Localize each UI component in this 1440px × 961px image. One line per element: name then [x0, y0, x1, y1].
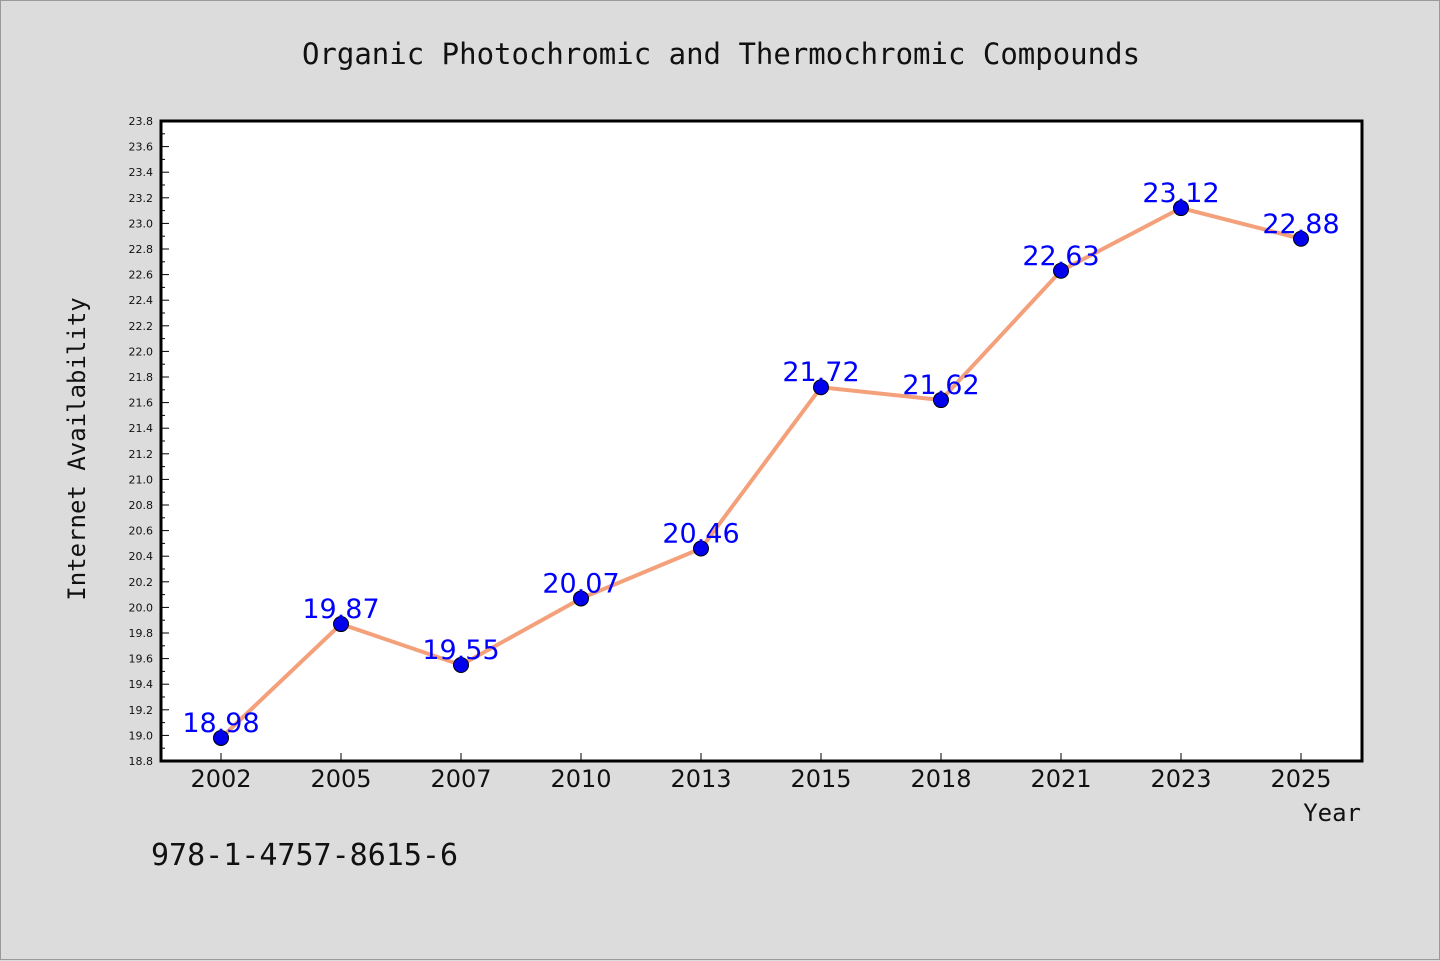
- y-axis: 18.8 19.0 19.2 19.4 19.6 19.8 20.0 20.2 20.4 20.6…: [129, 115, 169, 768]
- y-tick-label: 22.2: [129, 320, 154, 333]
- data-point: [933, 392, 949, 409]
- data-point: [1053, 262, 1069, 279]
- y-tick-label: 23.4: [129, 166, 154, 179]
- y-tick-label: 20.6: [129, 525, 154, 538]
- y-tick-label: 19.6: [129, 653, 154, 666]
- x-tick-label: 2013: [670, 765, 731, 793]
- chart-title: Organic Photochromic and Thermochromic C…: [302, 37, 1140, 71]
- y-tick-label: 21.2: [129, 448, 154, 461]
- x-axis: 2002 2005 2007 2010 2013 2015 2018 2021 2023 2025: [190, 753, 1332, 793]
- x-tick-label: 2018: [910, 765, 971, 793]
- y-tick-label: 20.0: [129, 601, 154, 614]
- y-tick-label: 19.0: [129, 729, 154, 742]
- data-point: [813, 379, 829, 396]
- y-tick-label: 23.6: [129, 141, 154, 154]
- y-tick-label: 19.2: [129, 704, 154, 717]
- y-tick-label: 23.2: [129, 192, 154, 205]
- y-tick-label: 22.4: [129, 294, 154, 307]
- x-tick-label: 2021: [1030, 765, 1091, 793]
- data-label: 19.55: [422, 635, 499, 666]
- y-tick-label: 22.8: [129, 243, 154, 256]
- data-label: 19.87: [302, 594, 379, 625]
- data-point: [573, 590, 589, 607]
- series-layer: 18.98 19.87 19.55 20.07 20.46 21.72 21.62 22.63…: [182, 178, 1340, 746]
- isbn-text: 978-1-4757-8615-6: [151, 838, 458, 873]
- y-tick-label: 20.8: [129, 499, 154, 512]
- data-label: 18.98: [182, 708, 259, 739]
- data-point: [1293, 230, 1309, 247]
- x-tick-label: 2023: [1150, 765, 1211, 793]
- data-label: 21.62: [902, 370, 979, 401]
- y-tick-label: 20.2: [129, 576, 154, 589]
- y-tick-label: 23.0: [129, 217, 154, 230]
- x-axis-label: Year: [1303, 799, 1361, 827]
- x-tick-label: 2005: [310, 765, 371, 793]
- plot-area: [159, 119, 1364, 763]
- data-point: [333, 616, 349, 633]
- data-point: [453, 657, 469, 673]
- y-tick-label: 20.4: [129, 550, 154, 563]
- y-tick-label: 19.8: [129, 627, 154, 640]
- y-tick-label: 18.8: [129, 755, 154, 768]
- x-tick-label: 2010: [550, 765, 611, 793]
- data-label: 21.72: [782, 357, 859, 388]
- y-tick-label: 21.8: [129, 371, 154, 384]
- x-tick-label: 2002: [190, 765, 251, 793]
- data-point: [213, 729, 229, 746]
- data-point: [1173, 200, 1189, 217]
- data-point: [693, 540, 709, 557]
- data-label: 22.88: [1262, 209, 1339, 240]
- x-tick-label: 2007: [430, 765, 491, 793]
- data-label: 20.46: [662, 519, 739, 550]
- data-label: 20.07: [542, 568, 619, 599]
- y-axis-label: Internet Availability: [63, 297, 91, 600]
- y-tick-label: 21.4: [129, 422, 154, 435]
- y-tick-label: 22.6: [129, 269, 154, 282]
- series-line: [219, 206, 1302, 740]
- x-tick-label: 2025: [1270, 765, 1331, 793]
- y-tick-label: 19.4: [129, 678, 154, 691]
- x-tick-label: 2015: [790, 765, 851, 793]
- data-label: 22.63: [1022, 241, 1099, 272]
- y-tick-label: 22.0: [129, 345, 154, 358]
- data-label: 23.12: [1142, 178, 1219, 209]
- y-tick-label: 23.8: [129, 115, 154, 128]
- y-tick-label: 21.0: [129, 473, 154, 486]
- y-tick-label: 21.6: [129, 397, 154, 410]
